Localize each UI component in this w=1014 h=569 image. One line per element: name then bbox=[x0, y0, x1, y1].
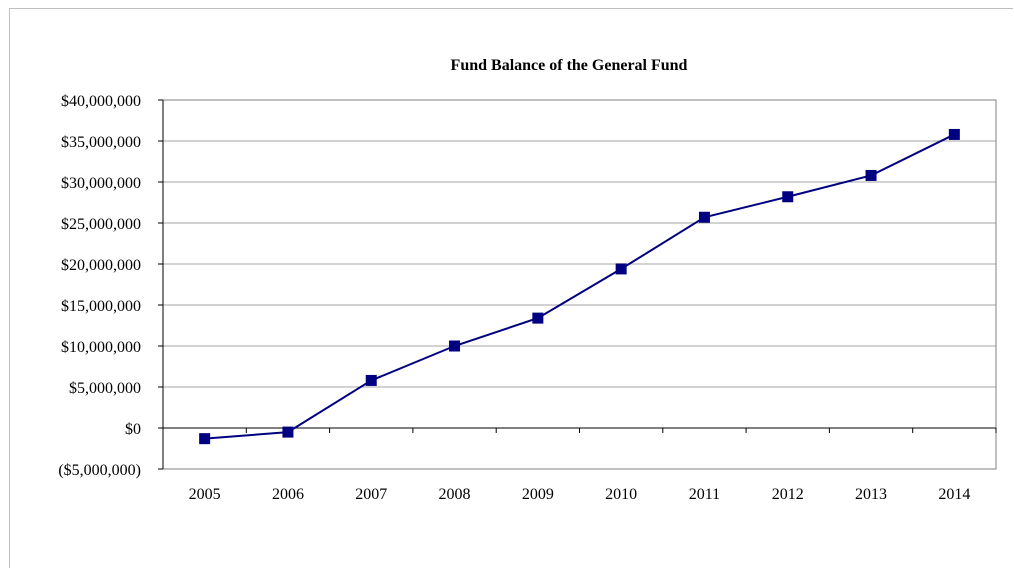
y-tick-label: $25,000,000 bbox=[61, 216, 141, 233]
y-tick-label: ($5,000,000) bbox=[58, 462, 141, 479]
x-axis-tick-labels: 2005 2006 2007 2008 2009 2010 2011 2012 2013 2014 bbox=[189, 486, 971, 503]
y-tick-label: $15,000,000 bbox=[61, 298, 141, 315]
x-tick-label: 2012 bbox=[772, 486, 804, 503]
x-tick-label: 2005 bbox=[189, 486, 221, 503]
y-tick-label: $20,000,000 bbox=[61, 257, 141, 274]
data-point-marker bbox=[449, 340, 461, 352]
y-tick-label: $40,000,000 bbox=[61, 93, 141, 110]
y-tick-label: $30,000,000 bbox=[61, 175, 141, 192]
data-point-marker bbox=[782, 191, 794, 203]
data-point-marker bbox=[199, 433, 211, 445]
data-point-marker bbox=[282, 426, 294, 438]
x-tick-label: 2014 bbox=[938, 486, 970, 503]
x-tick-label: 2009 bbox=[522, 486, 554, 503]
x-tick-label: 2008 bbox=[439, 486, 471, 503]
x-tick-label: 2007 bbox=[355, 486, 387, 503]
chart-title: Fund Balance of the General Fund bbox=[451, 57, 688, 74]
y-tick-label: $0 bbox=[125, 421, 141, 438]
y-tick-label: $5,000,000 bbox=[69, 380, 141, 397]
data-point-marker bbox=[698, 211, 710, 223]
plot-area bbox=[162, 99, 997, 470]
data-point-marker bbox=[615, 263, 627, 275]
x-tick-label: 2011 bbox=[689, 486, 720, 503]
data-point-marker bbox=[532, 312, 544, 324]
chart-frame bbox=[9, 8, 1013, 568]
series-line bbox=[204, 133, 955, 440]
axes bbox=[158, 99, 997, 470]
data-point-marker bbox=[948, 128, 960, 140]
gridlines bbox=[163, 140, 996, 388]
y-tick-label: $35,000,000 bbox=[61, 134, 141, 151]
x-tick-label: 2010 bbox=[605, 486, 637, 503]
data-point-marker bbox=[865, 169, 877, 181]
series-layer bbox=[199, 128, 960, 445]
x-tick-label: 2013 bbox=[855, 486, 887, 503]
data-point-marker bbox=[365, 374, 377, 386]
y-axis-tick-labels: ($5,000,000) $0 $5,000,000 $10,000,000 $15,0… bbox=[58, 93, 141, 479]
x-tick-label: 2006 bbox=[272, 486, 304, 503]
y-tick-label: $10,000,000 bbox=[61, 339, 141, 356]
